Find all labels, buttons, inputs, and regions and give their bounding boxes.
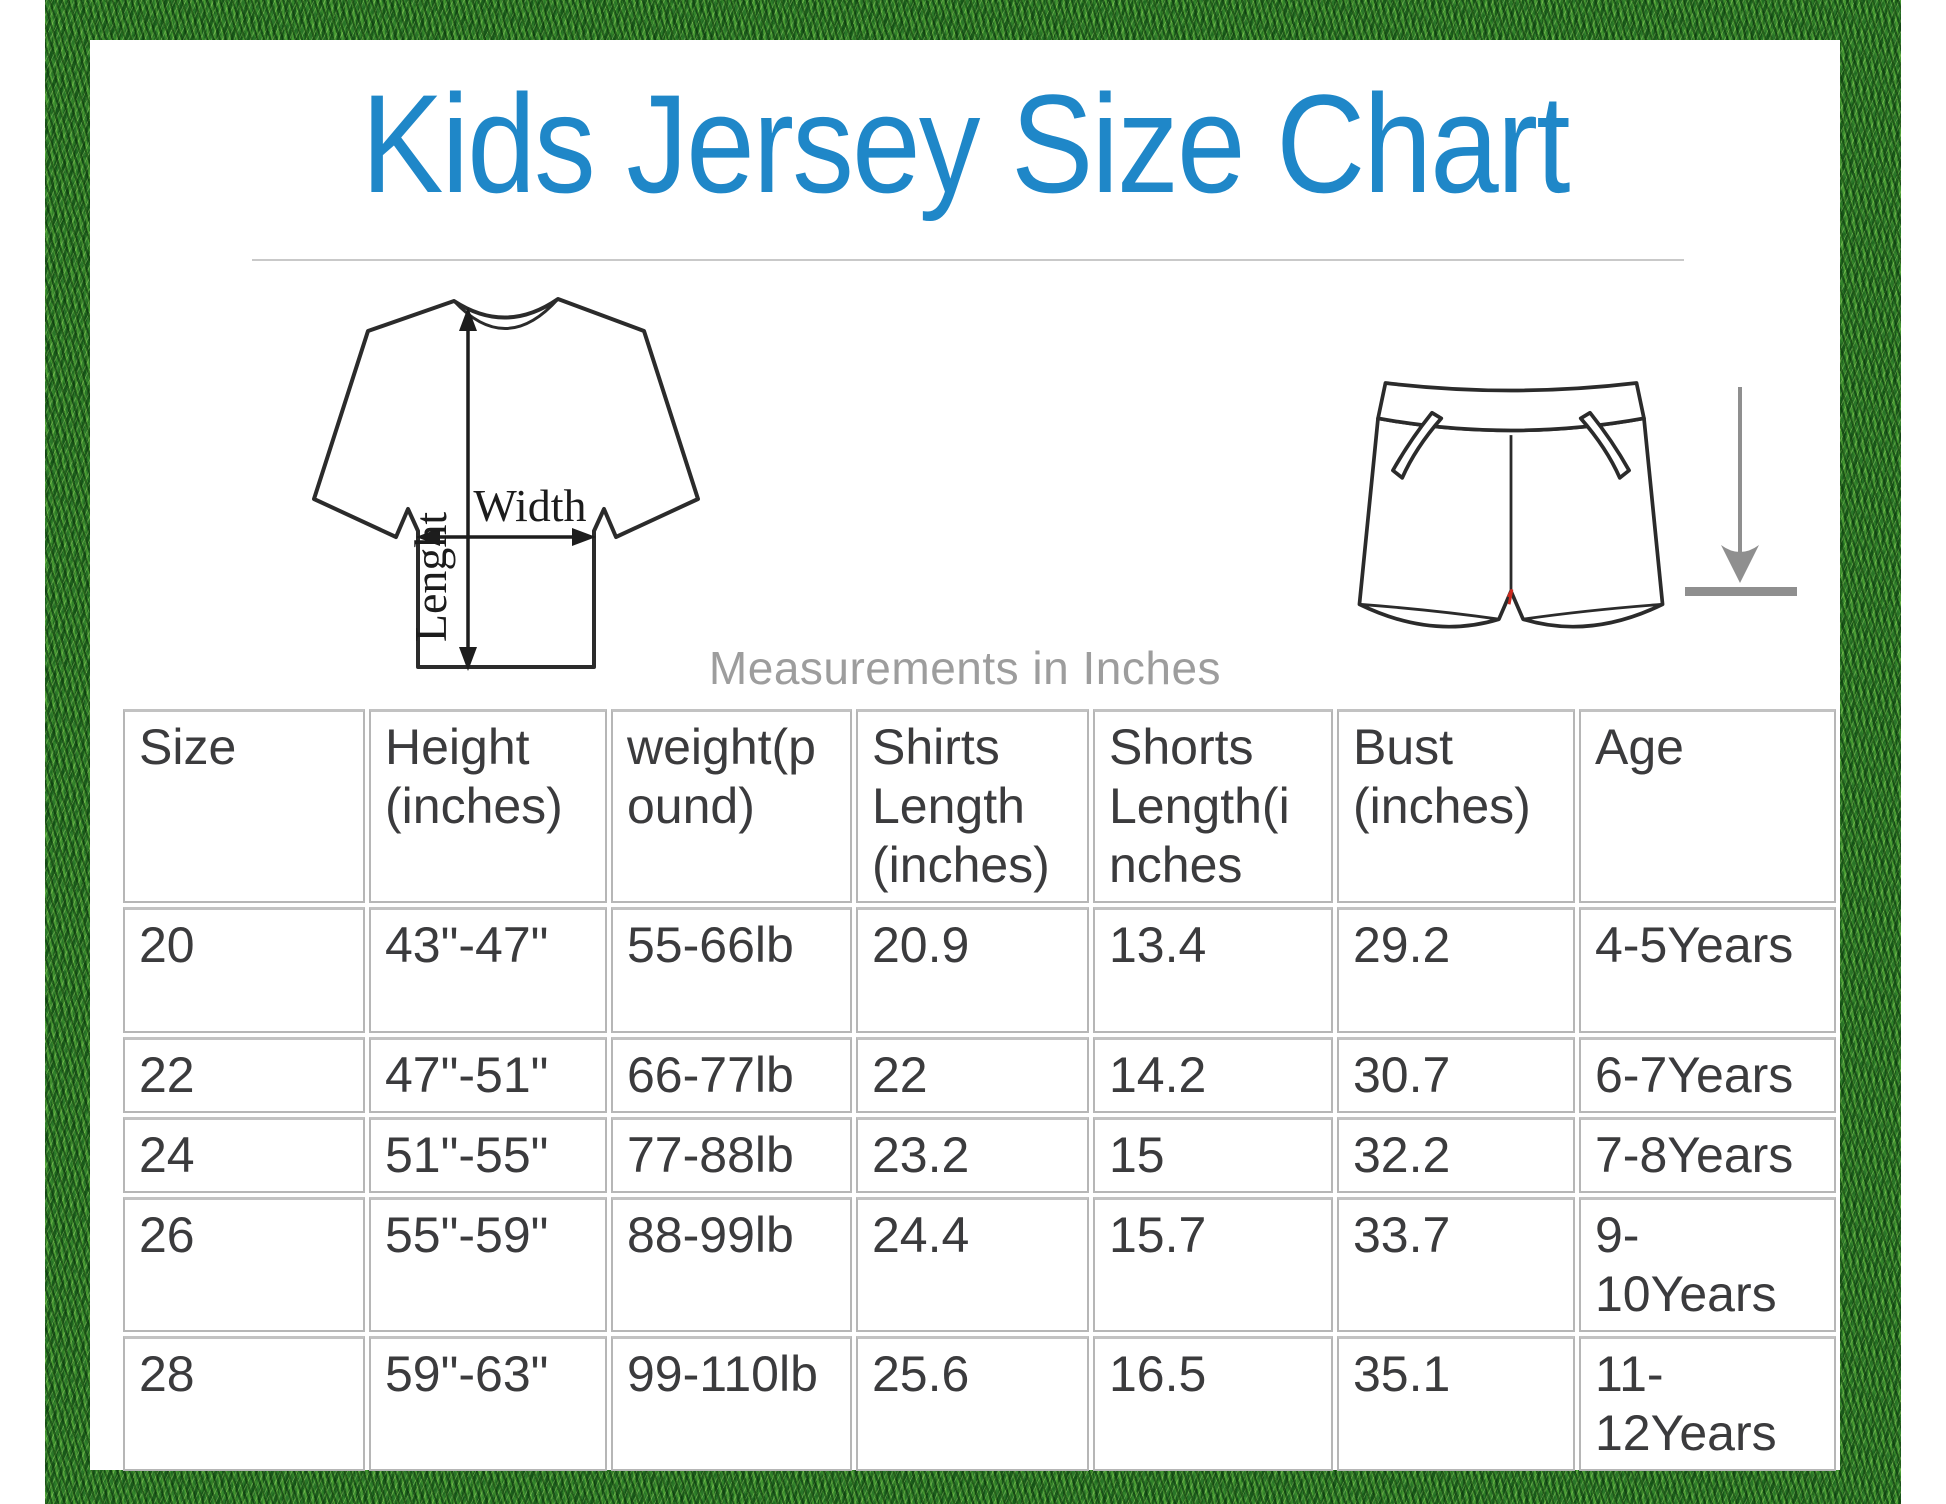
cell-bust: 29.2: [1337, 907, 1575, 1033]
cell-shorts: 15.7: [1093, 1197, 1333, 1332]
cell-height: 55"-59": [369, 1197, 607, 1332]
cell-shorts: 14.2: [1093, 1037, 1333, 1113]
shorts-hem-right: [1522, 602, 1663, 621]
cell-weight: 88-99lb: [611, 1197, 852, 1332]
length-pointer-icon: [1685, 387, 1797, 596]
cell-height: 43"-47": [369, 907, 607, 1033]
col-header-age: Age: [1579, 709, 1836, 903]
cell-bust: 33.7: [1337, 1197, 1575, 1332]
table-row: 24 51"-55" 77-88lb 23.2 15 32.2 7-8Years: [123, 1117, 1836, 1193]
tshirt-collar: [452, 297, 560, 330]
size-chart-card: Kids Jersey Size Chart Width Lenght: [90, 40, 1840, 1471]
table-row: 28 59"-63" 99-110lb 25.6 16.5 35.1 11-12…: [123, 1336, 1836, 1471]
col-header-shirts-length: Shirts Length (inches): [856, 709, 1089, 903]
cell-size: 24: [123, 1117, 365, 1193]
shorts-pocket-right: [1578, 410, 1631, 480]
cell-height: 51"-55": [369, 1117, 607, 1193]
cell-size: 22: [123, 1037, 365, 1113]
col-header-size: Size: [123, 709, 365, 903]
cell-shorts: 13.4: [1093, 907, 1333, 1033]
shorts-diagram-icon: [1357, 381, 1665, 629]
cell-height: 47"-51": [369, 1037, 607, 1113]
title-divider: [252, 259, 1684, 261]
cell-weight: 55-66lb: [611, 907, 852, 1033]
shorts-pocket-left: [1391, 410, 1444, 480]
cell-weight: 77-88lb: [611, 1117, 852, 1193]
width-arrow: [416, 528, 596, 546]
units-caption: Measurements in Inches: [708, 642, 1222, 694]
cell-size: 20: [123, 907, 365, 1033]
crotch-stitch: [1506, 588, 1514, 605]
shorts-hem-left: [1359, 602, 1500, 621]
cell-shirt: 25.6: [856, 1336, 1089, 1471]
table-row: 20 43"-47" 55-66lb 20.9 13.4 29.2 4-5Yea…: [123, 907, 1836, 1033]
cell-age: 4-5Years: [1579, 907, 1836, 1033]
cell-bust: 35.1: [1337, 1336, 1575, 1471]
cell-shirt: 20.9: [856, 907, 1089, 1033]
cell-shirt: 23.2: [856, 1117, 1089, 1193]
cell-size: 28: [123, 1336, 365, 1471]
cell-shirt: 24.4: [856, 1197, 1089, 1332]
cell-bust: 32.2: [1337, 1117, 1575, 1193]
width-label: Width: [473, 480, 586, 531]
col-header-height: Height (inches): [369, 709, 607, 903]
cell-height: 59"-63": [369, 1336, 607, 1471]
shorts-waistband: [1376, 381, 1646, 433]
length-label: Lenght: [405, 512, 456, 643]
cell-shorts: 16.5: [1093, 1336, 1333, 1471]
page-title: Kids Jersey Size Chart: [361, 65, 1570, 222]
tshirt-diagram-icon: Width Lenght: [312, 297, 700, 671]
table-header-row: Size Height (inches) weight(pound) Shirt…: [123, 709, 1836, 903]
cell-shorts: 15: [1093, 1117, 1333, 1193]
cell-age: 7-8Years: [1579, 1117, 1836, 1193]
cell-shirt: 22: [856, 1037, 1089, 1113]
cell-age: 9-10Years: [1579, 1197, 1836, 1332]
cell-size: 26: [123, 1197, 365, 1332]
table-row: 22 47"-51" 66-77lb 22 14.2 30.7 6-7Years: [123, 1037, 1836, 1113]
cell-age: 11-12Years: [1579, 1336, 1836, 1471]
col-header-bust: Bust (inches): [1337, 709, 1575, 903]
cell-bust: 30.7: [1337, 1037, 1575, 1113]
cell-weight: 99-110lb: [611, 1336, 852, 1471]
col-header-shorts-length: Shorts Length(inches: [1093, 709, 1333, 903]
table-row: 26 55"-59" 88-99lb 24.4 15.7 33.7 9-10Ye…: [123, 1197, 1836, 1332]
cell-age: 6-7Years: [1579, 1037, 1836, 1113]
size-table: Size Height (inches) weight(pound) Shirt…: [119, 705, 1840, 1475]
cell-weight: 66-77lb: [611, 1037, 852, 1113]
length-arrow: [459, 307, 477, 671]
col-header-weight: weight(pound): [611, 709, 852, 903]
